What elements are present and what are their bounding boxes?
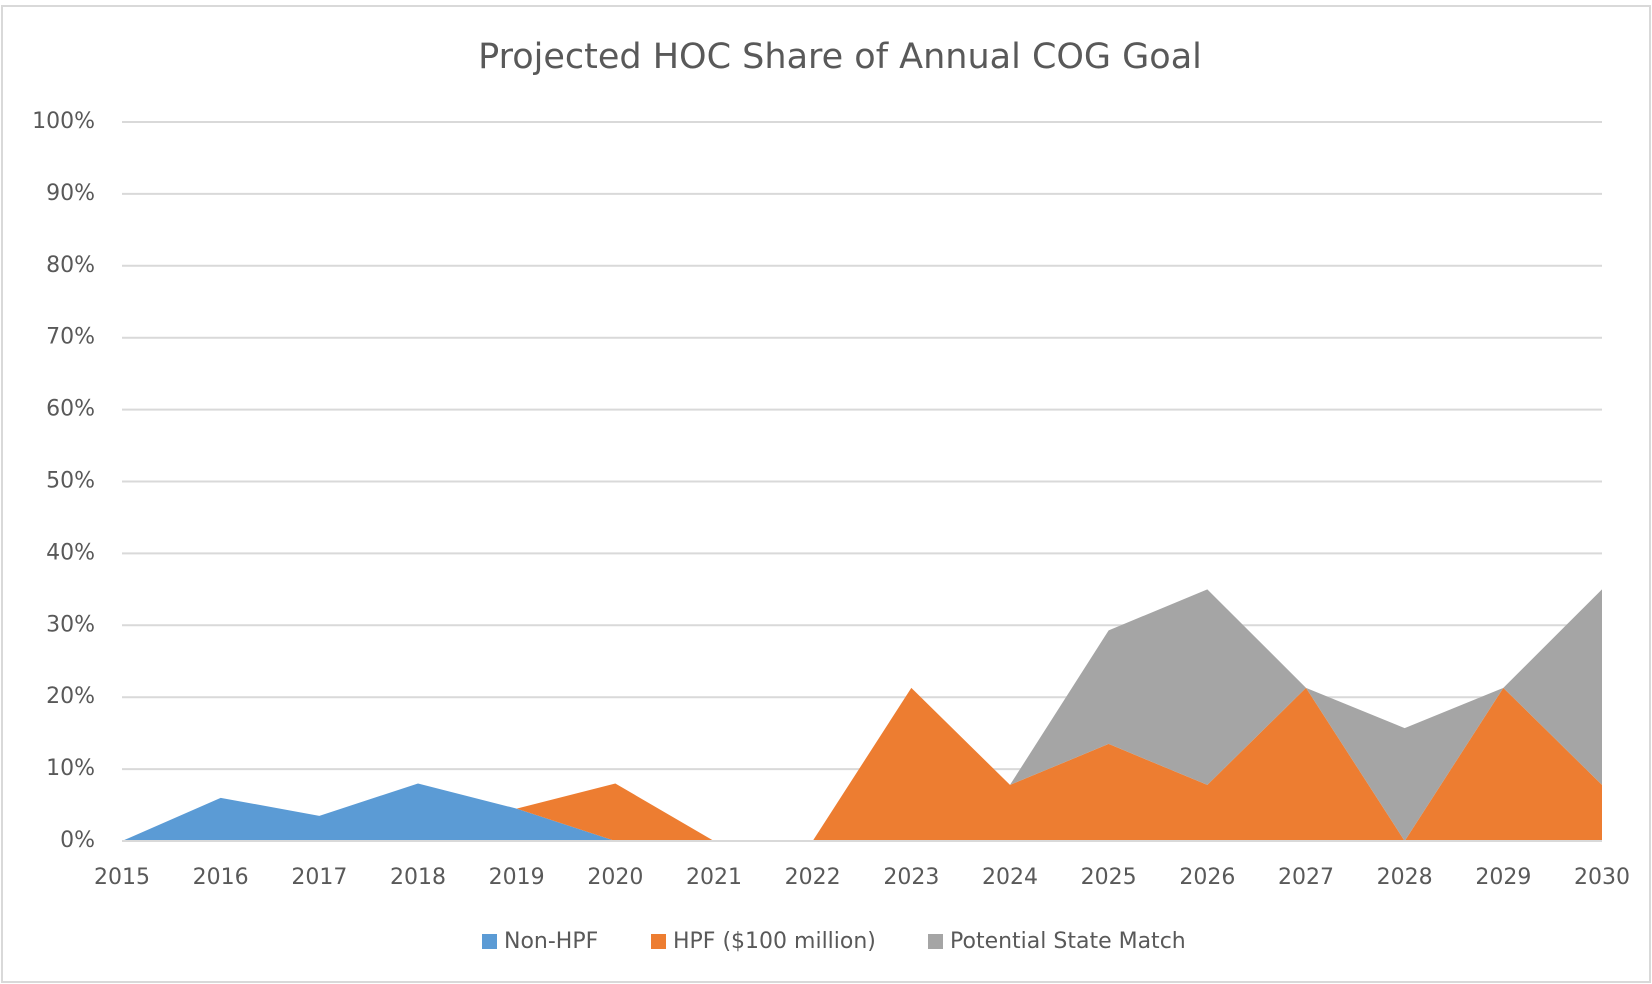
x-tick-label: 2018 xyxy=(390,865,446,890)
x-tick-label: 2015 xyxy=(94,865,150,890)
y-tick-label: 50% xyxy=(46,469,95,494)
x-tick-label: 2020 xyxy=(587,865,643,890)
y-tick-label: 30% xyxy=(46,612,95,637)
y-tick-label: 0% xyxy=(60,828,95,853)
legend-swatch xyxy=(651,934,666,949)
y-tick-label: 80% xyxy=(46,253,95,278)
legend-swatch xyxy=(482,934,497,949)
legend-label: Non-HPF xyxy=(504,929,598,954)
y-tick-label: 10% xyxy=(46,756,95,781)
area xyxy=(122,687,1602,841)
x-tick-label: 2025 xyxy=(1081,865,1137,890)
legend-swatch xyxy=(928,934,943,949)
y-tick-label: 20% xyxy=(46,684,95,709)
legend-label: Potential State Match xyxy=(950,929,1186,954)
x-tick-label: 2021 xyxy=(686,865,742,890)
legend-label: HPF ($100 million) xyxy=(673,929,876,954)
chart-title: Projected HOC Share of Annual COG Goal xyxy=(478,37,1202,77)
x-tick-label: 2024 xyxy=(982,865,1038,890)
y-tick-label: 70% xyxy=(46,325,95,350)
y-tick-label: 40% xyxy=(46,540,95,565)
area xyxy=(122,589,1602,841)
x-tick-label: 2030 xyxy=(1574,865,1630,890)
x-tick-label: 2027 xyxy=(1278,865,1334,890)
x-tick-label: 2023 xyxy=(883,865,939,890)
y-tick-label: 60% xyxy=(46,397,95,422)
x-tick-label: 2016 xyxy=(193,865,249,890)
x-tick-label: 2022 xyxy=(785,865,841,890)
x-tick-label: 2019 xyxy=(489,865,545,890)
x-tick-label: 2026 xyxy=(1179,865,1235,890)
area xyxy=(122,783,1602,841)
x-tick-label: 2029 xyxy=(1475,865,1531,890)
x-tick-label: 2017 xyxy=(291,865,347,890)
x-tick-label: 2028 xyxy=(1377,865,1433,890)
y-tick-label: 90% xyxy=(46,181,95,206)
y-tick-label: 100% xyxy=(32,109,95,134)
